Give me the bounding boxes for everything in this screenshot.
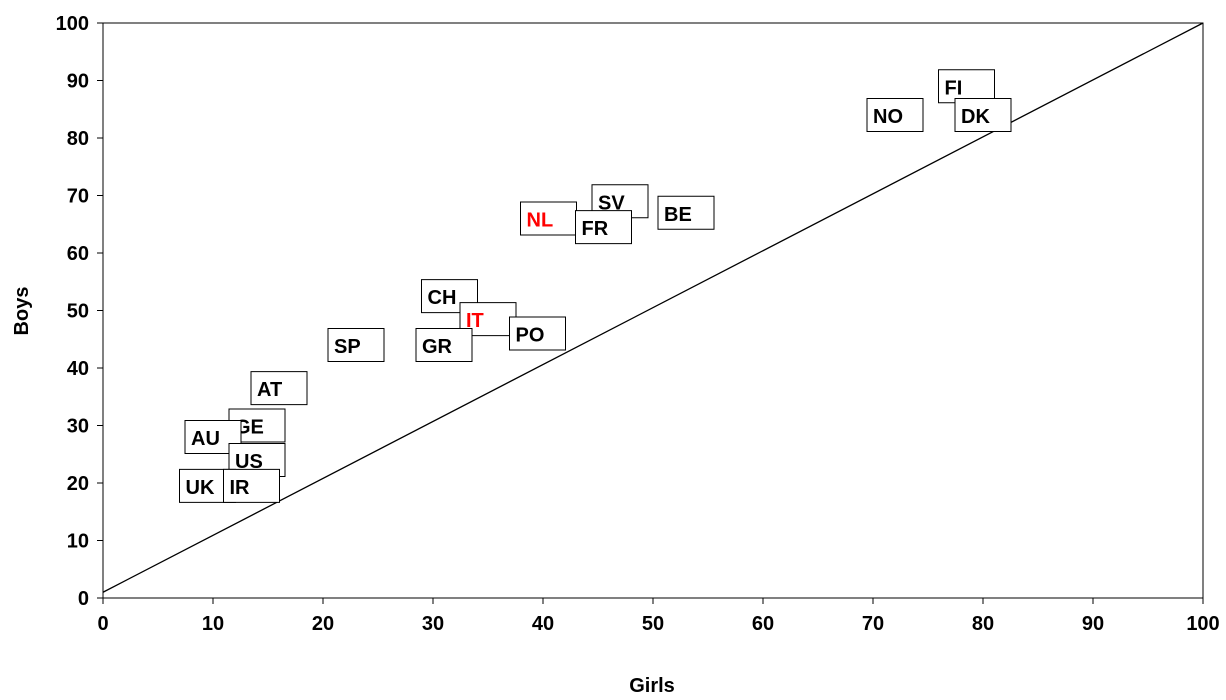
point-label: FR [582,218,609,240]
point-box [657,195,715,230]
point-label: FI [945,77,963,99]
x-tick-label: 80 [972,613,994,635]
point-label: IT [466,310,484,332]
point-label: US [235,451,263,473]
y-tick-label: 0 [78,588,89,610]
x-axis-ticks: 0 10 20 30 40 50 60 70 80 90 100 [97,598,1220,635]
data-points: FI NO DK SV BE NL FR CH IT PO SP GR AT GE AU US UK IR [179,69,1012,503]
x-tick-label: 60 [752,613,774,635]
point-label: CH [428,287,457,309]
reference-diagonal-line [102,22,1204,593]
y-tick-label: 20 [67,473,89,495]
point-label: PO [516,325,545,347]
y-tick-label: 10 [67,531,89,553]
y-axis-title: Boys [11,287,33,336]
point-label: SV [598,192,625,214]
point-box [575,210,632,245]
y-tick-label: 60 [67,243,89,265]
point-fr: FR [575,210,632,245]
plot-area [102,22,1204,599]
point-sp: SP [327,328,385,362]
x-tick-label: 30 [422,613,444,635]
point-box [415,328,473,362]
point-ir: IR [223,468,280,503]
x-tick-label: 10 [202,613,224,635]
y-tick-label: 50 [67,301,89,323]
point-box [866,98,924,132]
y-tick-label: 100 [56,13,89,35]
point-no: NO [866,98,924,132]
y-tick-label: 70 [67,186,89,208]
y-tick-label: 90 [67,71,89,93]
point-be: BE [657,195,715,230]
x-tick-label: 20 [312,613,334,635]
point-label: DK [961,106,990,128]
point-label: SP [334,336,361,358]
point-box [223,468,280,503]
point-box [954,98,1012,132]
point-label: AT [257,379,282,401]
x-tick-label: 90 [1082,613,1104,635]
point-fi: FI [938,69,995,104]
point-label: NO [873,106,903,128]
point-label: AU [191,428,220,450]
x-tick-label: 40 [532,613,554,635]
point-po: PO [509,316,566,351]
y-tick-label: 80 [67,128,89,150]
point-nl: NL [520,201,577,236]
x-tick-label: 100 [1186,613,1219,635]
point-label: GR [422,336,453,358]
point-label: BE [664,204,692,226]
y-tick-label: 30 [67,416,89,438]
point-label: GE [235,417,264,439]
y-tick-label: 40 [67,358,89,380]
point-box [327,328,385,362]
point-box [520,201,577,236]
x-tick-label: 70 [862,613,884,635]
point-box [938,69,995,104]
point-label: IR [230,477,251,499]
x-tick-label: 50 [642,613,664,635]
x-axis-title: Girls [629,675,675,697]
point-box [250,371,308,406]
point-dk: DK [954,98,1012,132]
y-axis-ticks: 0 10 20 30 40 50 60 70 80 90 100 [56,13,103,610]
point-box [509,316,566,351]
point-gr: GR [415,328,473,362]
x-tick-label: 0 [97,613,108,635]
point-at: AT [250,371,308,406]
point-label: NL [527,210,554,232]
point-label: UK [186,477,215,499]
